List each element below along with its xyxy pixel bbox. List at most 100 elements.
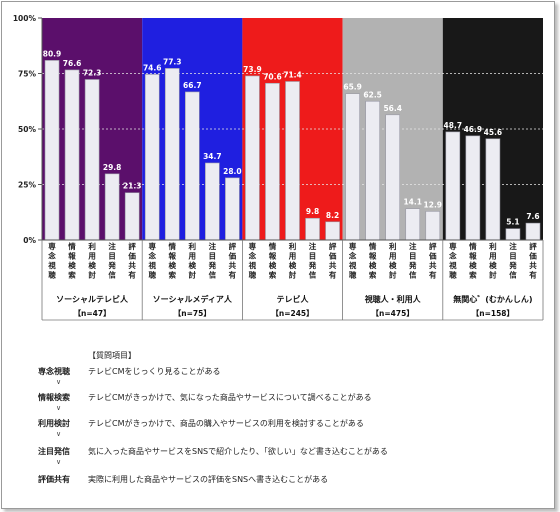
x-tick-label: 情報検索	[67, 241, 76, 280]
bar	[385, 114, 401, 241]
data-label: 5.1	[506, 218, 519, 227]
data-label: 28.0	[223, 167, 242, 176]
x-tick-label: 専念視聴	[448, 241, 457, 280]
legend-term: 注目発信	[38, 447, 70, 456]
bar	[485, 138, 501, 241]
y-tick-label: 0%	[23, 236, 36, 245]
bar	[144, 74, 160, 241]
legend-desc: テレビCMをじっくり見ることがある	[88, 367, 221, 376]
x-tick-label: 情報検索	[168, 241, 177, 280]
legend-desc: 気に入った商品やサービスをSNSで紹介したり、「欲しい」など書き込むことがある	[88, 447, 388, 456]
legend-term: 専念視聴	[38, 367, 70, 376]
x-tick-label: 利用検討	[488, 241, 497, 280]
bar	[285, 81, 300, 241]
y-tick-label: 25%	[18, 181, 36, 190]
bar	[345, 93, 360, 241]
data-label: 29.8	[103, 163, 122, 172]
group-label: ソーシャルメディア人	[153, 294, 233, 304]
x-tick-label: 利用検討	[87, 241, 96, 280]
bar	[445, 131, 461, 241]
data-label: 65.9	[343, 83, 362, 92]
group-label: ソーシャルテレビ人	[56, 294, 129, 304]
bar	[124, 192, 140, 241]
x-tick-label: 情報検索	[468, 241, 477, 280]
x-tick-label: 専念視聴	[47, 241, 56, 280]
x-tick-label: 情報検索	[368, 241, 377, 280]
bar	[104, 173, 120, 241]
x-tick-label: 評価共有	[228, 241, 237, 280]
down-arrow-icon: ∨	[56, 430, 62, 438]
y-tick-label: 100%	[13, 14, 37, 23]
data-label: 76.6	[63, 59, 82, 68]
bar	[425, 211, 441, 241]
bar	[465, 135, 481, 241]
legend-desc: 実際に利用した商品やサービスの評価をSNSへ書き込むことがある	[88, 475, 329, 484]
data-label: 12.9	[424, 200, 443, 209]
x-tick-label: 注目発信	[208, 241, 217, 280]
data-label: 46.9	[464, 125, 483, 134]
bar	[225, 177, 240, 241]
x-tick-label: 専念視聴	[248, 241, 257, 280]
bar	[185, 91, 200, 241]
bar	[44, 60, 60, 241]
group-n-label: 【n=475】	[372, 308, 414, 318]
x-tick-label: 専念視聴	[147, 241, 156, 280]
bar	[365, 100, 380, 241]
bar-chart: 0%25%50%75%100%80.976.672.329.821.374.67…	[13, 14, 544, 321]
data-label: 56.4	[383, 104, 402, 113]
y-tick-label: 50%	[18, 125, 36, 134]
data-label: 77.3	[163, 57, 182, 66]
x-tick-label: 注目発信	[107, 241, 116, 280]
bar	[245, 75, 260, 241]
bar	[325, 221, 340, 241]
group-n-label: 【n=75】	[174, 308, 211, 318]
bar	[164, 68, 180, 241]
bar	[84, 79, 100, 241]
data-label: 21.3	[123, 182, 142, 191]
group-n-label: 【n=245】	[271, 308, 313, 318]
x-tick-label: 利用検討	[388, 241, 397, 280]
data-label: 9.8	[306, 207, 319, 216]
down-arrow-icon: ∨	[56, 404, 62, 412]
data-label: 73.9	[243, 65, 262, 74]
group-label: 視聴人・利用人	[364, 294, 422, 304]
x-tick-label: 評価共有	[328, 241, 337, 280]
x-tick-label: 注目発信	[508, 241, 517, 280]
data-label: 71.4	[283, 70, 302, 79]
bar	[525, 222, 541, 241]
bar	[305, 217, 320, 241]
data-label: 34.7	[203, 152, 222, 161]
x-tick-label: 利用検討	[188, 241, 197, 280]
x-tick-label: 注目発信	[408, 241, 417, 280]
data-label: 72.3	[83, 68, 102, 77]
data-label: 80.9	[43, 49, 62, 58]
down-arrow-icon: ∨	[56, 378, 62, 386]
legend-term: 情報検索	[38, 393, 70, 402]
data-label: 62.5	[363, 90, 382, 99]
data-label: 45.6	[484, 128, 503, 137]
legend-desc: テレビCMがきっかけで、商品の購入やサービスの利用を検討することがある	[88, 419, 364, 428]
x-tick-label: 評価共有	[528, 241, 537, 280]
group-label: 無関心゛(むかんしん)	[453, 294, 532, 304]
bar	[405, 208, 421, 241]
y-tick-label: 75%	[18, 70, 36, 79]
x-tick-label: 利用検討	[288, 241, 297, 280]
bar	[64, 69, 80, 241]
group-n-label: 【n=47】	[74, 308, 111, 318]
group-label: テレビ人	[277, 294, 310, 304]
data-label: 74.6	[143, 63, 162, 72]
legend-term: 利用検討	[38, 419, 70, 428]
data-label: 7.6	[526, 212, 539, 221]
data-label: 14.1	[403, 198, 422, 207]
legend-term: 評価共有	[38, 475, 70, 484]
bar	[205, 162, 220, 241]
legend-desc: テレビCMがきっかけで、気になった商品やサービスについて調べることがある	[88, 393, 372, 402]
x-tick-label: 情報検索	[268, 241, 277, 280]
bar	[265, 82, 280, 241]
data-label: 70.6	[263, 72, 282, 81]
data-label: 66.7	[183, 81, 202, 90]
x-tick-label: 専念視聴	[348, 241, 357, 280]
x-tick-label: 注目発信	[308, 241, 317, 280]
data-label: 48.7	[444, 121, 463, 130]
down-arrow-icon: ∨	[56, 458, 62, 466]
